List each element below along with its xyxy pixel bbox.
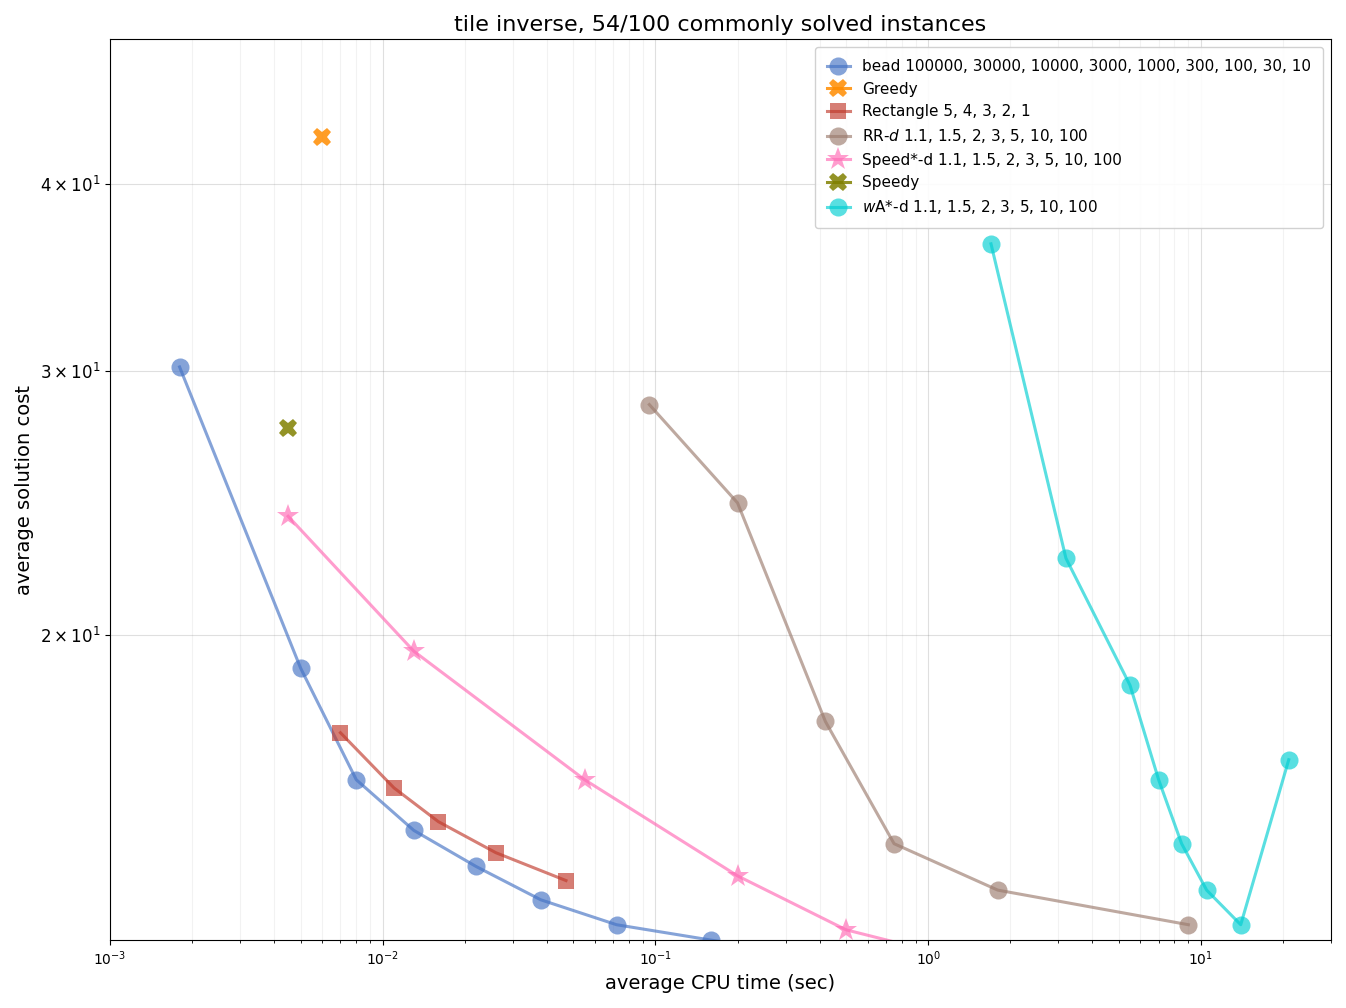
Title: tile inverse, 54/100 commonly solved instances: tile inverse, 54/100 commonly solved ins…: [455, 15, 987, 35]
$w$A*-d 1.1, 1.5, 2, 3, 5, 10, 100: [1233, 918, 1249, 930]
Line: Speed*-d 1.1, 1.5, 2, 3, 5, 10, 100: Speed*-d 1.1, 1.5, 2, 3, 5, 10, 100: [276, 504, 1206, 995]
Speed*-d 1.1, 1.5, 2, 3, 5, 10, 100: [942, 950, 958, 962]
RR-$d$ 1.1, 1.5, 2, 3, 5, 10, 100: [1180, 918, 1197, 930]
Line: $w$A*-d 1.1, 1.5, 2, 3, 5, 10, 100: $w$A*-d 1.1, 1.5, 2, 3, 5, 10, 100: [983, 235, 1298, 933]
Rectangle 5, 4, 3, 2, 1: [386, 782, 402, 794]
Speed*-d 1.1, 1.5, 2, 3, 5, 10, 100: [839, 923, 855, 935]
Rectangle 5, 4, 3, 2, 1: [559, 875, 575, 887]
Legend: bead 100000, 30000, 10000, 3000, 1000, 300, 100, 30, 10, Greedy, Rectangle 5, 4,: bead 100000, 30000, 10000, 3000, 1000, 3…: [814, 47, 1323, 228]
Speed*-d 1.1, 1.5, 2, 3, 5, 10, 100: [1187, 977, 1203, 989]
X-axis label: average CPU time (sec): average CPU time (sec): [606, 974, 836, 993]
bead 100000, 30000, 10000, 3000, 1000, 300, 100, 30, 10: [976, 966, 992, 978]
$w$A*-d 1.1, 1.5, 2, 3, 5, 10, 100: [1174, 838, 1190, 850]
Line: bead 100000, 30000, 10000, 3000, 1000, 300, 100, 30, 10: bead 100000, 30000, 10000, 3000, 1000, 3…: [171, 358, 1280, 984]
$w$A*-d 1.1, 1.5, 2, 3, 5, 10, 100: [1151, 774, 1167, 786]
Y-axis label: average solution cost: average solution cost: [15, 385, 34, 595]
Speed*-d 1.1, 1.5, 2, 3, 5, 10, 100: [576, 774, 592, 786]
Speed*-d 1.1, 1.5, 2, 3, 5, 10, 100: [1132, 969, 1148, 981]
bead 100000, 30000, 10000, 3000, 1000, 300, 100, 30, 10: [1263, 961, 1279, 973]
Line: RR-$d$ 1.1, 1.5, 2, 3, 5, 10, 100: RR-$d$ 1.1, 1.5, 2, 3, 5, 10, 100: [641, 395, 1198, 933]
bead 100000, 30000, 10000, 3000, 1000, 300, 100, 30, 10: [533, 894, 549, 906]
bead 100000, 30000, 10000, 3000, 1000, 300, 100, 30, 10: [292, 662, 308, 674]
bead 100000, 30000, 10000, 3000, 1000, 300, 100, 30, 10: [468, 861, 485, 873]
Line: Rectangle 5, 4, 3, 2, 1: Rectangle 5, 4, 3, 2, 1: [332, 725, 573, 888]
Rectangle 5, 4, 3, 2, 1: [431, 815, 447, 828]
bead 100000, 30000, 10000, 3000, 1000, 300, 100, 30, 10: [805, 950, 821, 962]
Speed*-d 1.1, 1.5, 2, 3, 5, 10, 100: [280, 510, 296, 522]
bead 100000, 30000, 10000, 3000, 1000, 300, 100, 30, 10: [171, 361, 187, 373]
RR-$d$ 1.1, 1.5, 2, 3, 5, 10, 100: [886, 838, 902, 850]
RR-$d$ 1.1, 1.5, 2, 3, 5, 10, 100: [817, 716, 833, 728]
Rectangle 5, 4, 3, 2, 1: [487, 847, 503, 859]
bead 100000, 30000, 10000, 3000, 1000, 300, 100, 30, 10: [608, 918, 625, 930]
$w$A*-d 1.1, 1.5, 2, 3, 5, 10, 100: [1198, 884, 1214, 896]
bead 100000, 30000, 10000, 3000, 1000, 300, 100, 30, 10: [886, 961, 902, 973]
bead 100000, 30000, 10000, 3000, 1000, 300, 100, 30, 10: [349, 774, 365, 786]
bead 100000, 30000, 10000, 3000, 1000, 300, 100, 30, 10: [405, 825, 421, 837]
Speed*-d 1.1, 1.5, 2, 3, 5, 10, 100: [405, 645, 421, 657]
Speed*-d 1.1, 1.5, 2, 3, 5, 10, 100: [730, 870, 746, 882]
bead 100000, 30000, 10000, 3000, 1000, 300, 100, 30, 10: [703, 934, 719, 947]
Rectangle 5, 4, 3, 2, 1: [332, 727, 349, 739]
RR-$d$ 1.1, 1.5, 2, 3, 5, 10, 100: [730, 497, 746, 509]
RR-$d$ 1.1, 1.5, 2, 3, 5, 10, 100: [989, 884, 1005, 896]
$w$A*-d 1.1, 1.5, 2, 3, 5, 10, 100: [1058, 552, 1074, 564]
RR-$d$ 1.1, 1.5, 2, 3, 5, 10, 100: [641, 398, 657, 410]
$w$A*-d 1.1, 1.5, 2, 3, 5, 10, 100: [983, 238, 999, 250]
bead 100000, 30000, 10000, 3000, 1000, 300, 100, 30, 10: [1159, 969, 1175, 981]
$w$A*-d 1.1, 1.5, 2, 3, 5, 10, 100: [1280, 754, 1296, 766]
$w$A*-d 1.1, 1.5, 2, 3, 5, 10, 100: [1123, 679, 1139, 691]
